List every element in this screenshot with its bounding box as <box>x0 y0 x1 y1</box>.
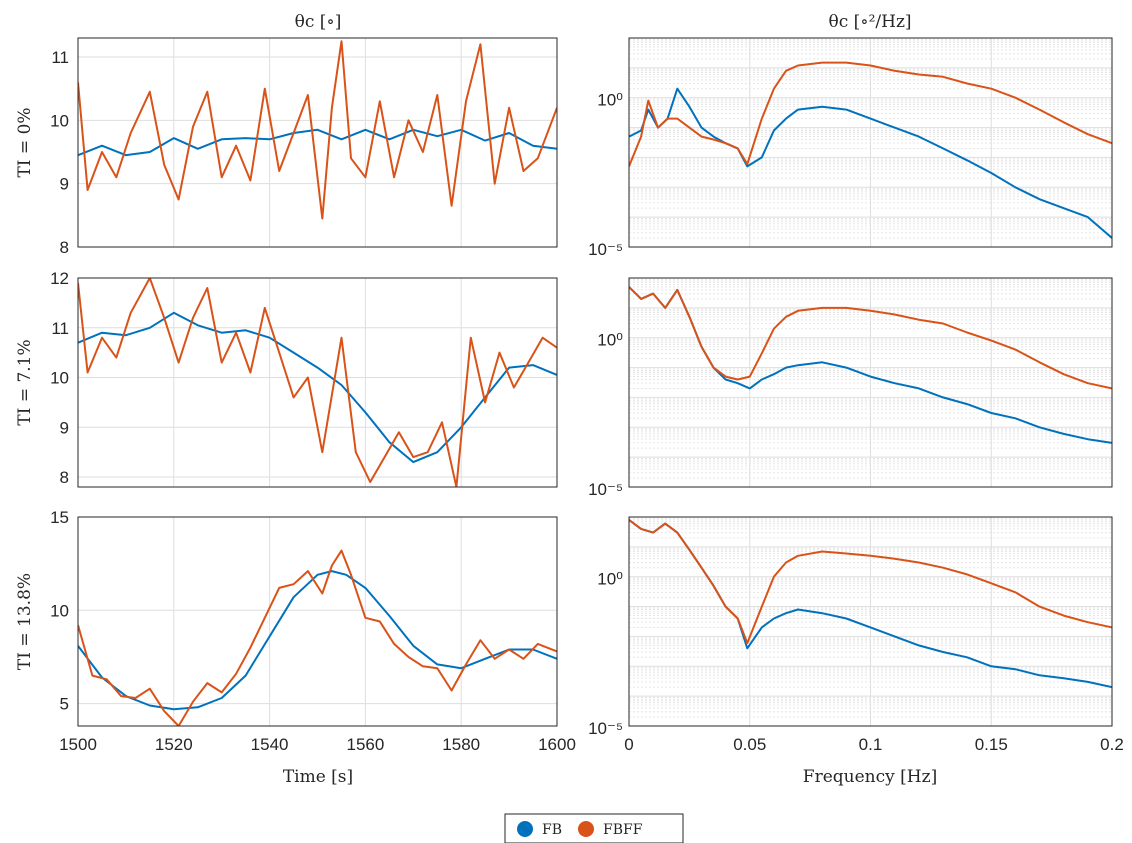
right-column-title: θc [∘²/Hz] <box>828 12 911 32</box>
left-x-axis-label: Time [s] <box>283 767 353 787</box>
left-column-title: θc [∘] <box>295 12 342 32</box>
time-ti-13-8-y-tick-label: 10 <box>50 601 69 620</box>
psd-ti-0-series-fb <box>629 87 1112 239</box>
psd-ti-0-series-fbff <box>629 61 1112 167</box>
time-ti-0-y-tick-label: 8 <box>60 238 69 257</box>
psd-ti-13-8-series-fbff <box>629 519 1112 645</box>
psd-ti-13-8-x-tick-label: 0.2 <box>1100 735 1124 754</box>
psd-ti-7-1-panel: 10⁰ 10⁻⁵ <box>588 277 1113 499</box>
psd-ti-0-y-tick-label: 10⁰ <box>597 91 623 110</box>
time-ti-13-8-axis-box <box>77 516 558 727</box>
psd-ti-13-8-series-group <box>629 519 1112 689</box>
time-ti-7-1-row-label: TI = 7.1% <box>15 339 35 425</box>
psd-ti-13-8-y-tick-label: 10⁰ <box>597 570 623 589</box>
time-ti-13-8-row-label: TI = 13.8% <box>15 573 35 670</box>
psd-ti-7-1-y-tick-label: 10⁰ <box>597 331 623 350</box>
time-ti-0-y-tick-label: 9 <box>60 175 69 194</box>
time-ti-7-1-series-group <box>78 278 557 487</box>
legend-label-fbff: FBFF <box>603 822 643 838</box>
time-ti-0-series-fb <box>78 128 557 157</box>
time-ti-0-y-tick-label: 11 <box>51 48 69 67</box>
time-ti-7-1-series-fbff <box>78 278 557 487</box>
time-ti-13-8-x-tick-label: 1580 <box>442 735 480 754</box>
psd-ti-13-8-x-tick-label: 0.1 <box>859 735 883 754</box>
time-ti-13-8-panel: 1500 1520 1540 1560 1580 1600 5 10 15 TI = 13.8% <box>15 508 576 754</box>
time-ti-13-8-series-fbff <box>78 549 557 726</box>
time-ti-13-8-y-tick-label: 5 <box>60 695 69 714</box>
time-ti-7-1-plot-area <box>78 278 557 487</box>
right-x-axis-label: Frequency [Hz] <box>803 767 937 787</box>
psd-ti-0-y-tick-label: 10⁻⁵ <box>588 240 623 259</box>
time-ti-13-8-y-tick-label: 15 <box>50 508 69 527</box>
time-ti-13-8-plot-area <box>78 517 557 726</box>
psd-ti-13-8-panel: 0 0.05 0.1 0.15 0.2 10⁰ 10⁻⁵ <box>588 516 1124 754</box>
legend-marker-fbff <box>578 821 594 837</box>
legend-box <box>504 813 684 843</box>
psd-ti-7-1-y-tick-label: 10⁻⁵ <box>588 480 623 499</box>
time-ti-7-1-y-tick-label: 8 <box>60 468 69 487</box>
time-ti-7-1-series-fb <box>78 311 557 464</box>
psd-ti-0-series-group <box>629 61 1112 239</box>
psd-ti-13-8-x-tick-label: 0.05 <box>733 735 766 754</box>
time-ti-0-y-tick-label: 10 <box>50 111 69 130</box>
time-ti-7-1-y-tick-label: 12 <box>50 269 69 288</box>
time-ti-7-1-axis-box <box>77 277 558 488</box>
psd-ti-7-1-axis-box <box>628 277 1113 488</box>
time-ti-13-8-x-tick-label: 1520 <box>155 735 193 754</box>
psd-ti-13-8-y-tick-label: 10⁻⁵ <box>588 719 623 738</box>
time-ti-0-row-label: TI = 0% <box>15 107 35 177</box>
time-ti-0-series-group <box>78 40 557 220</box>
psd-ti-0-panel: 10⁰ 10⁻⁵ <box>588 37 1113 259</box>
psd-ti-13-8-x-tick-label: 0.15 <box>975 735 1008 754</box>
time-ti-7-1-y-tick-label: 10 <box>50 369 69 388</box>
time-ti-0-plot-area <box>78 38 557 247</box>
time-ti-13-8-x-tick-label: 1560 <box>346 735 384 754</box>
legend: FB FBFF <box>504 813 684 843</box>
psd-ti-7-1-series-fbff <box>629 286 1112 390</box>
time-ti-13-8-series-group <box>78 549 557 726</box>
psd-ti-7-1-series-group <box>629 286 1112 444</box>
time-ti-13-8-x-tick-label: 1540 <box>251 735 289 754</box>
psd-ti-0-axis-box <box>628 37 1113 248</box>
time-ti-13-8-x-tick-label: 1600 <box>538 735 576 754</box>
psd-ti-13-8-axis-box <box>628 516 1113 727</box>
time-ti-7-1-y-tick-label: 11 <box>51 319 69 338</box>
legend-marker-fb <box>517 821 533 837</box>
legend-label-fb: FB <box>542 822 562 838</box>
time-ti-7-1-y-tick-label: 9 <box>60 418 69 437</box>
psd-ti-13-8-x-tick-label: 0 <box>624 735 633 754</box>
time-ti-0-series-fbff <box>78 40 557 220</box>
time-ti-7-1-panel: 8 9 10 11 12 TI = 7.1% <box>15 269 558 488</box>
time-ti-0-panel: 8 9 10 11 TI = 0% <box>15 37 558 257</box>
time-ti-13-8-x-tick-label: 1500 <box>59 735 97 754</box>
time-ti-0-axis-box <box>77 37 558 248</box>
